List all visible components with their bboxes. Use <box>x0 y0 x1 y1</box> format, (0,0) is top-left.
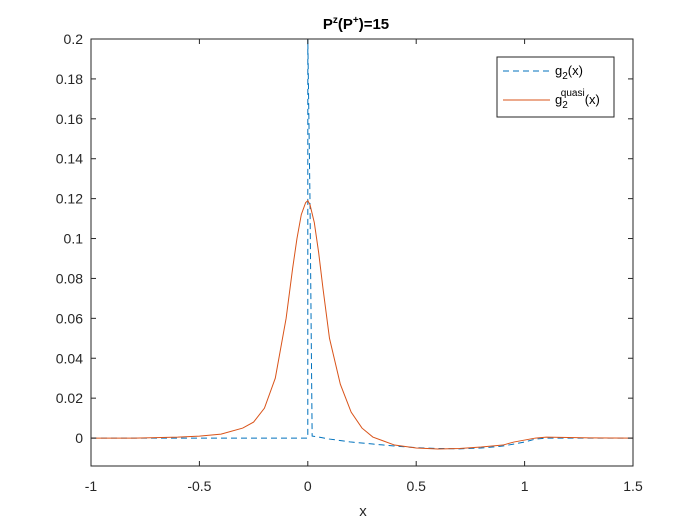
y-tick-label: 0.12 <box>56 191 83 207</box>
legend-g2q-sub: 2 <box>562 100 568 111</box>
legend-g2-sub: 2 <box>562 71 568 82</box>
legend-label-g2: g2(x) <box>555 63 583 82</box>
legend: g2(x) g2quasi(x) <box>496 56 615 118</box>
legend-g2q-end: (x) <box>585 92 600 107</box>
y-tick-label: 0.08 <box>56 270 83 286</box>
x-tick-label: 0.5 <box>406 478 426 494</box>
y-tick-label: 0 <box>75 430 83 446</box>
y-tick-label: 0.02 <box>56 390 83 406</box>
x-tick-label: -1 <box>85 478 98 494</box>
y-tick-label: 0.16 <box>56 111 83 127</box>
legend-label-g2quasi: g2quasi(x) <box>555 88 600 111</box>
title-sup-z: z <box>333 15 338 26</box>
tick-labels: -1 -0.5 0 0.5 1 1.5 0 0.02 0.04 0.06 0.08 0.1 0.12 0.… <box>56 31 643 494</box>
y-tick-label: 0.1 <box>64 231 84 247</box>
x-tick-label: 1.5 <box>623 478 643 494</box>
ticks-layer <box>90 38 634 466</box>
y-tick-label: 0.14 <box>56 151 83 167</box>
title-base: P <box>323 16 333 33</box>
y-tick-label: 0.04 <box>56 350 83 366</box>
legend-g2q-base: g <box>555 92 562 107</box>
x-axis-label: x <box>359 503 367 520</box>
title-end: )=15 <box>359 16 389 33</box>
x-tick-label: 1 <box>521 478 529 494</box>
legend-g2-base: g <box>555 63 562 78</box>
x-tick-label: -0.5 <box>187 478 211 494</box>
legend-box <box>496 56 615 118</box>
y-tick-label: 0.18 <box>56 71 83 87</box>
legend-g2q-sup: quasi <box>561 88 585 99</box>
series-layer <box>91 39 633 450</box>
x-tick-label: 0 <box>304 478 312 494</box>
y-tick-label: 0.06 <box>56 310 83 326</box>
axes-box <box>90 38 634 467</box>
chart-title: Pz(P+)=15 <box>323 15 389 33</box>
title-sup-plus: + <box>353 15 359 26</box>
y-tick-label: 0.2 <box>64 31 84 47</box>
series-line-g2quasi <box>91 199 633 450</box>
legend-g2-end: (x) <box>568 63 583 78</box>
title-mid: (P <box>338 16 353 33</box>
series-line-g2 <box>91 39 633 450</box>
